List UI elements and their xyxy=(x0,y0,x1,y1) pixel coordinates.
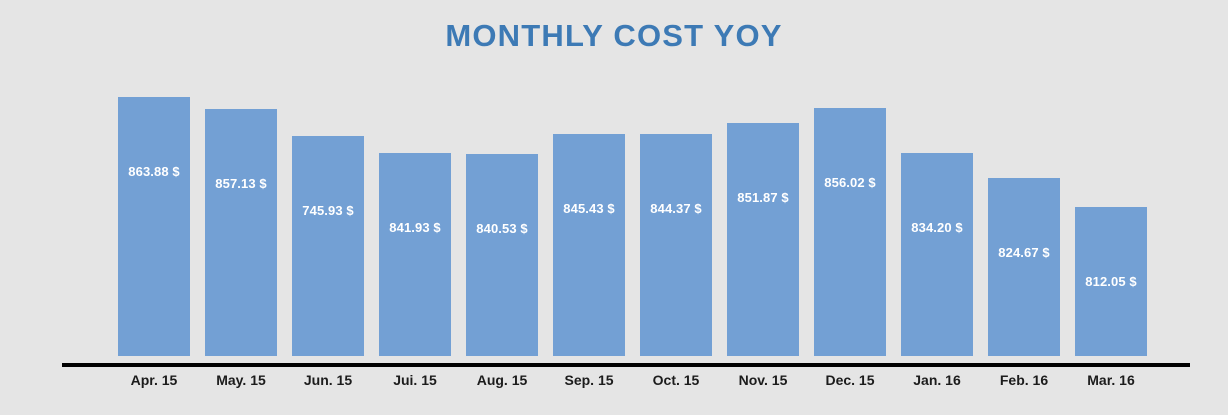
chart-title: MONTHLY COST YOY xyxy=(445,18,783,53)
bar[interactable] xyxy=(205,109,277,356)
bar[interactable] xyxy=(1075,207,1147,356)
x-axis-tick-label: Aug. 15 xyxy=(476,372,528,388)
bar-value-label: 844.37 $ xyxy=(650,201,702,216)
x-axis-tick-label: Nov. 15 xyxy=(738,372,788,388)
bar-value-label: 812.05 $ xyxy=(1085,274,1137,289)
bar[interactable] xyxy=(901,153,973,356)
bar[interactable] xyxy=(292,136,364,356)
bar-value-label: 841.93 $ xyxy=(389,220,441,235)
bar[interactable] xyxy=(379,153,451,356)
bar[interactable] xyxy=(814,108,886,356)
bar-value-label: 824.67 $ xyxy=(998,245,1050,260)
x-axis-line xyxy=(62,363,1190,367)
bar-value-label: 851.87 $ xyxy=(737,190,789,205)
bar[interactable] xyxy=(640,134,712,356)
bar-value-label: 863.88 $ xyxy=(128,164,180,179)
x-axis-tick-label: Jun. 15 xyxy=(303,372,353,388)
x-axis-tick-label: Dec. 15 xyxy=(825,372,875,388)
bar-value-label: 845.43 $ xyxy=(563,201,615,216)
bar-value-label: 834.20 $ xyxy=(911,220,963,235)
bar[interactable] xyxy=(553,134,625,356)
bar[interactable] xyxy=(727,123,799,356)
bar[interactable] xyxy=(988,178,1060,356)
x-axis-tick-label: May. 15 xyxy=(216,372,266,388)
x-axis-tick-label: Mar. 16 xyxy=(1087,372,1135,388)
x-axis-tick-label: Sep. 15 xyxy=(564,372,614,388)
bar-value-label: 856.02 $ xyxy=(824,175,876,190)
x-axis-tick-label: Apr. 15 xyxy=(130,372,178,388)
bar-value-label: 745.93 $ xyxy=(302,203,354,218)
bar-value-label: 857.13 $ xyxy=(215,176,267,191)
x-axis-tick-label: Jan. 16 xyxy=(913,372,961,388)
bar[interactable] xyxy=(466,154,538,356)
x-axis-tick-label: Feb. 16 xyxy=(999,372,1049,388)
x-axis-tick-label: Jui. 15 xyxy=(393,372,437,388)
x-axis-tick-label: Oct. 15 xyxy=(652,372,700,388)
bar[interactable] xyxy=(118,97,190,356)
bar-value-label: 840.53 $ xyxy=(476,221,528,236)
